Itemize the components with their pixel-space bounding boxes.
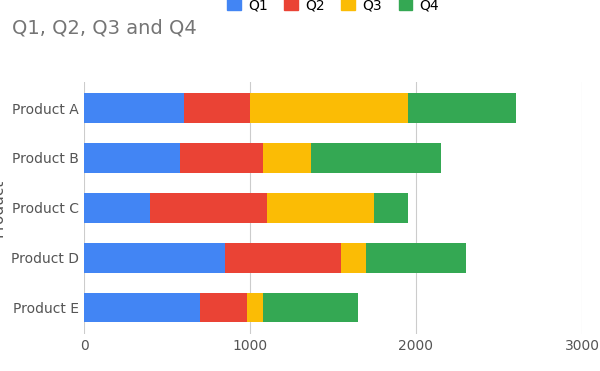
Bar	[263, 292, 358, 322]
Bar	[84, 193, 151, 223]
Text: Q1, Q2, Q3 and Q4: Q1, Q2, Q3 and Q4	[12, 19, 197, 37]
Bar	[366, 243, 466, 273]
Bar	[408, 93, 515, 123]
Y-axis label: Product: Product	[0, 178, 5, 237]
Bar	[84, 143, 180, 173]
Bar	[266, 193, 374, 223]
Bar	[263, 143, 311, 173]
Bar	[151, 193, 266, 223]
Bar	[84, 243, 225, 273]
Bar	[84, 93, 184, 123]
Bar	[200, 292, 247, 322]
Bar	[225, 243, 341, 273]
Bar	[374, 193, 407, 223]
Bar	[84, 292, 200, 322]
Bar	[311, 143, 441, 173]
Bar	[250, 93, 408, 123]
Legend: Q1, Q2, Q3, Q4: Q1, Q2, Q3, Q4	[221, 0, 445, 18]
Bar	[341, 243, 366, 273]
Bar	[247, 292, 263, 322]
Bar	[180, 143, 263, 173]
Bar	[184, 93, 250, 123]
